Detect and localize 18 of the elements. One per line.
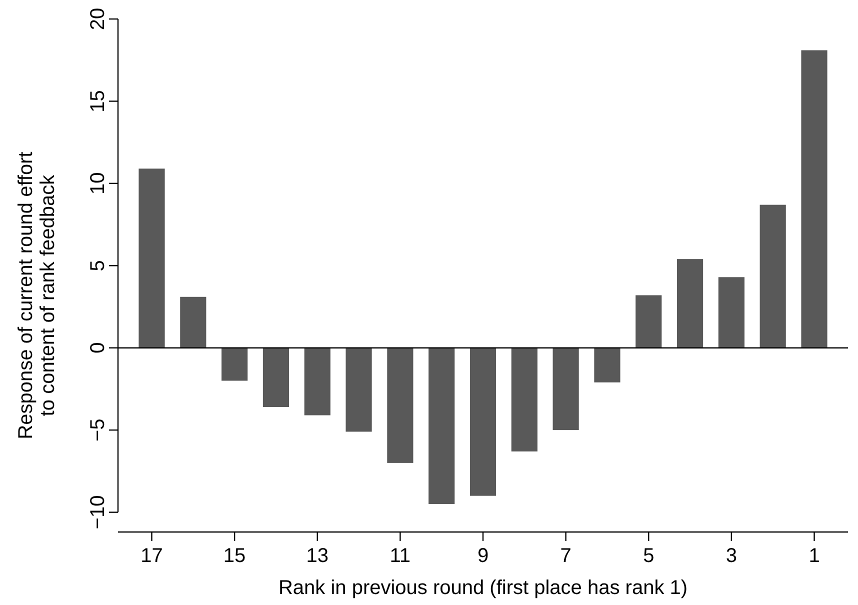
x-tick-label: 5 [643,545,654,567]
x-tick-label: 3 [726,545,738,567]
y-tick-label: 10 [87,172,109,195]
x-tick-label: 9 [477,545,489,567]
x-tick-label: 13 [306,545,328,567]
x-tick-label: 15 [223,545,246,567]
y-tick-label: 0 [87,342,109,354]
x-tick-label: 11 [390,545,411,567]
y-tick-label: 5 [87,260,109,272]
y-tick-label: 20 [87,8,109,30]
x-axis-title: Rank in previous round (first place has rank 1) [278,577,688,599]
y-tick-label: −5 [87,418,109,442]
y-tick-label: −10 [87,495,109,530]
x-tick-label: 7 [560,545,572,567]
x-tick-label: 1 [808,545,820,567]
x-tick-label: 17 [140,545,163,567]
y-axis-title: Response of current round effort to content of rank feedback [15,151,59,440]
y-tick-label: 15 [87,90,109,112]
